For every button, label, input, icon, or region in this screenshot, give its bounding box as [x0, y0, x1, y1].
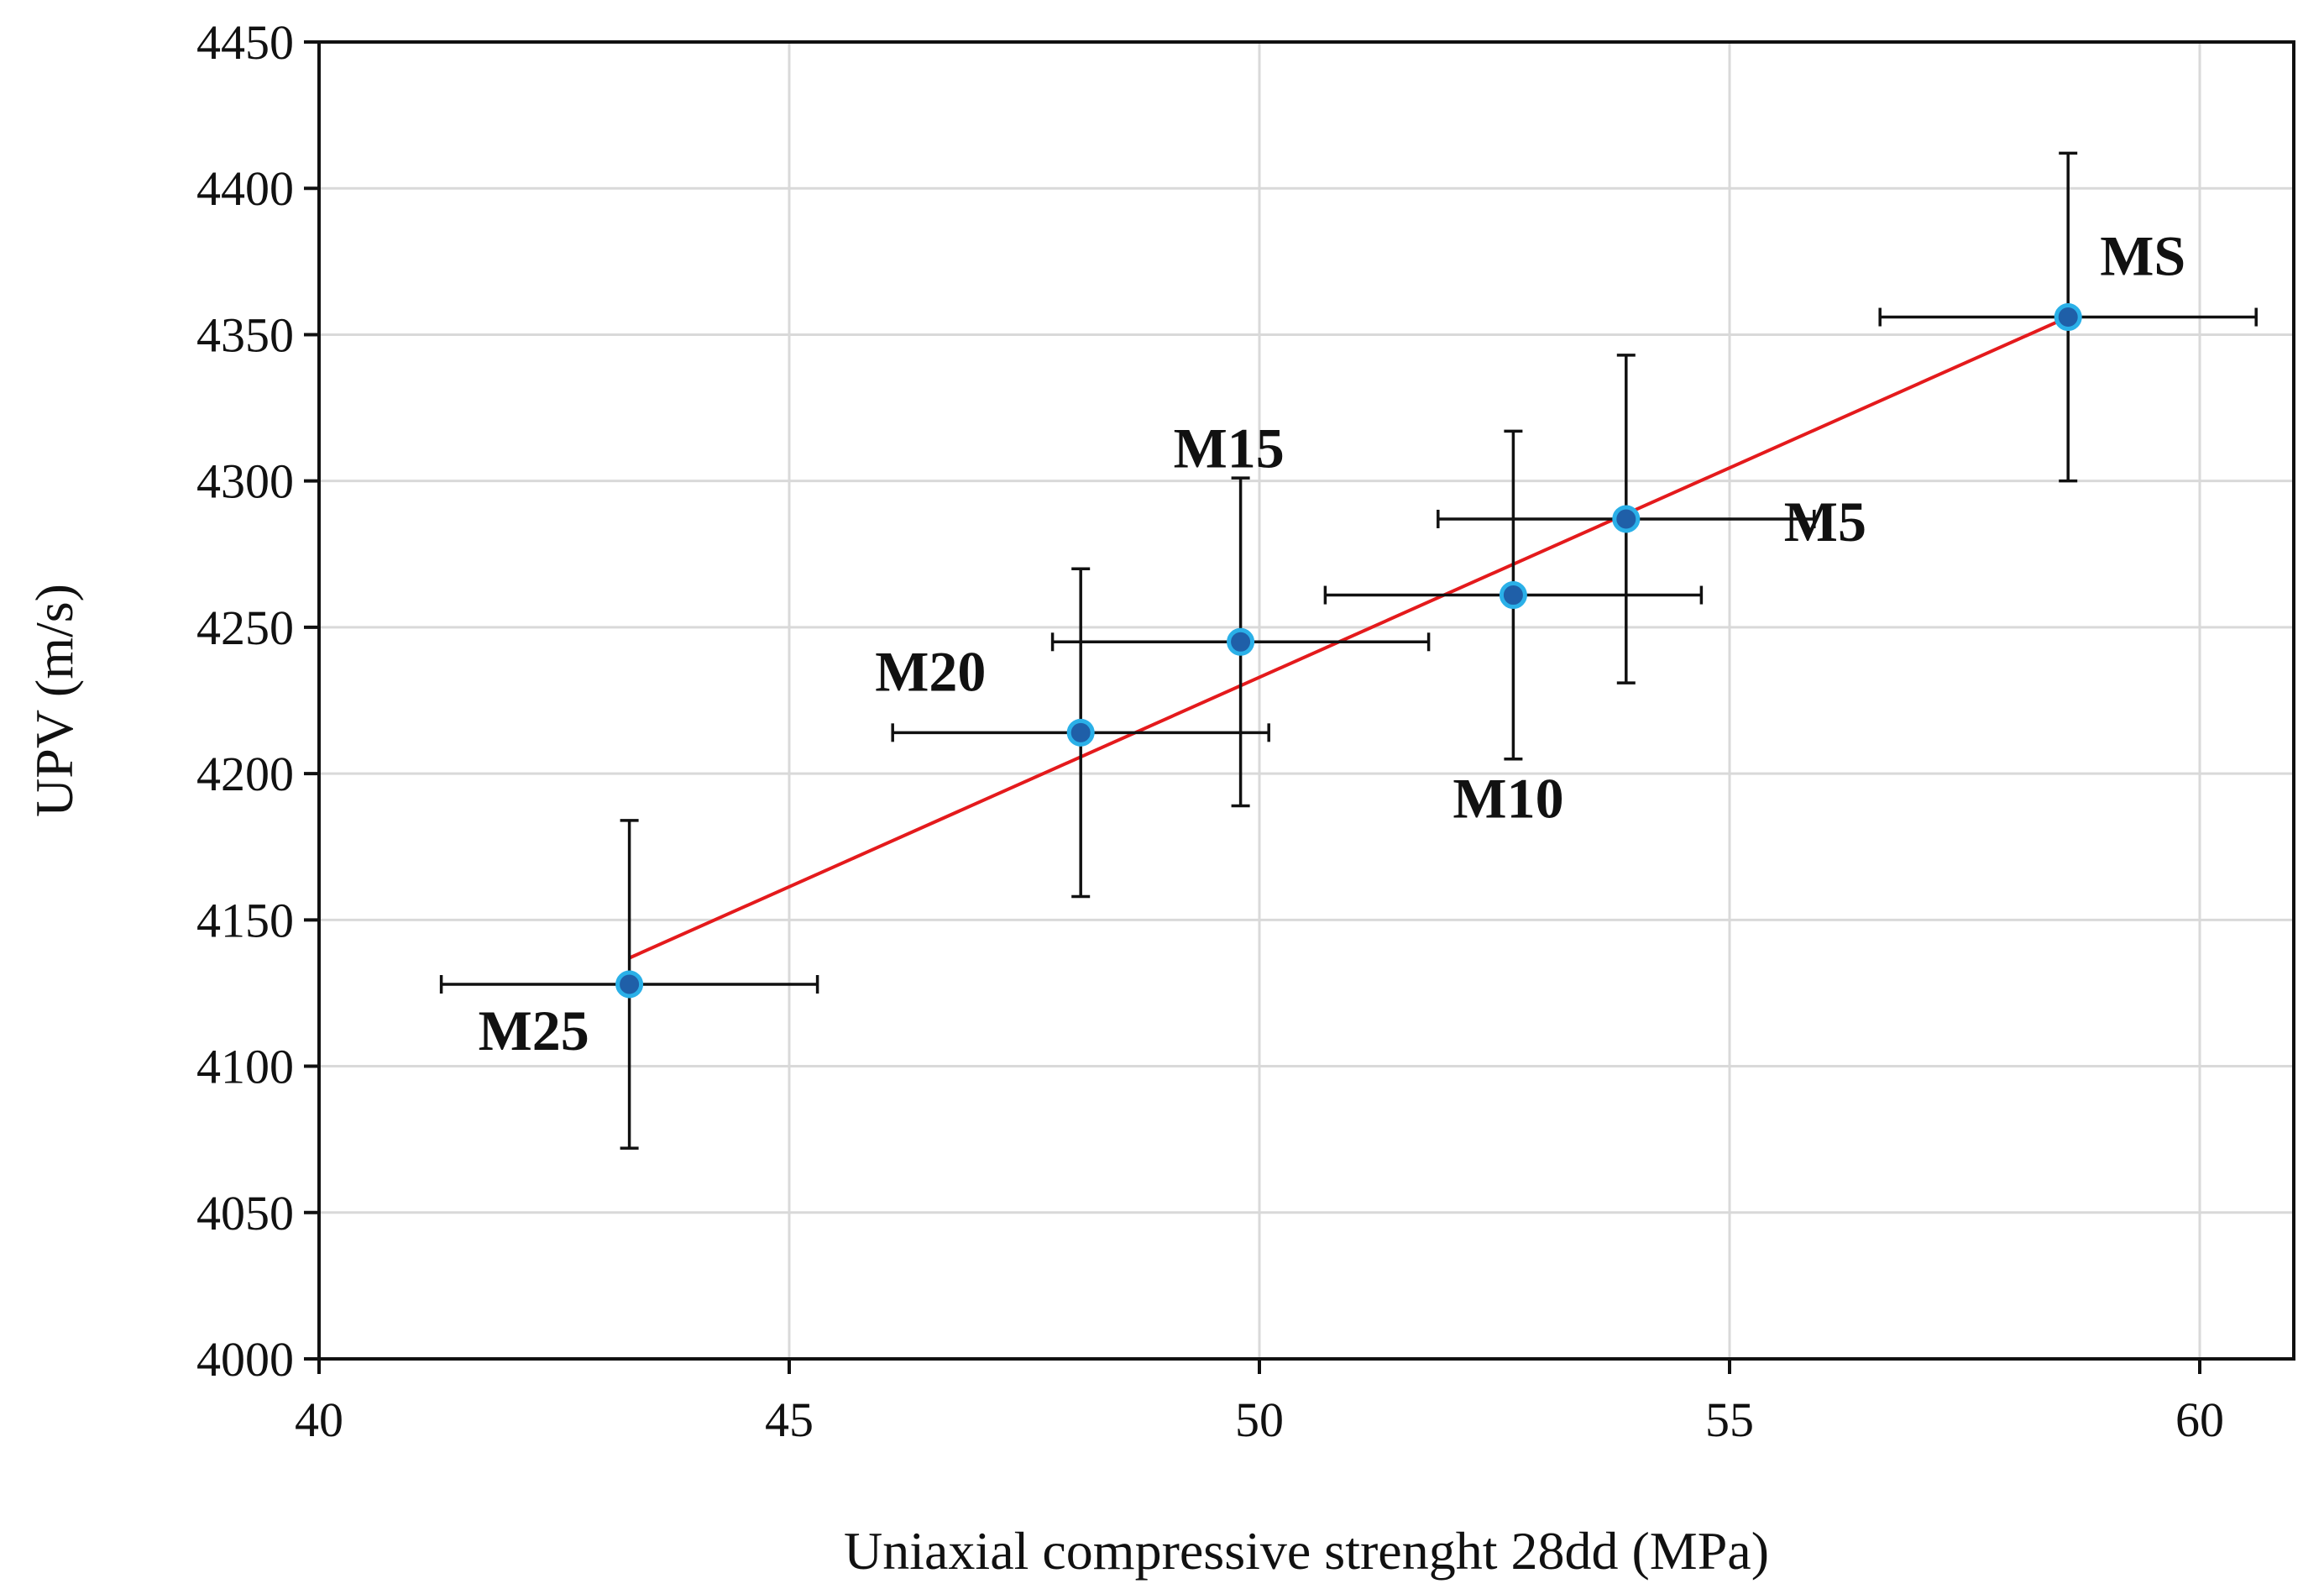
point-label-m20: M20 [875, 639, 986, 703]
y-axis-title: UPV (m/s) [24, 584, 84, 817]
data-points [615, 303, 2082, 999]
trendline-group [628, 315, 2070, 960]
x-tick-label: 45 [765, 1392, 814, 1447]
data-point-m10 [1499, 581, 1527, 610]
y-tick-label: 4100 [196, 1040, 294, 1094]
data-point-m20 [1066, 718, 1095, 747]
tick-labels: 4000405041004150420042504300435044004450… [196, 15, 2224, 1447]
x-tick-label: 40 [295, 1392, 343, 1447]
data-point-m25 [615, 970, 644, 999]
x-tick-label: 55 [1705, 1392, 1754, 1447]
error-bars [439, 151, 2258, 1150]
point-labels: M25 M20 M15 M10 M5 MS [479, 224, 2186, 1062]
y-tick-label: 4450 [196, 15, 294, 70]
point-label-m15: M15 [1174, 416, 1285, 480]
grid-lines [319, 40, 2294, 1359]
x-tick-label: 50 [1235, 1392, 1284, 1447]
y-tick-label: 4300 [196, 454, 294, 509]
y-tick-label: 4050 [196, 1186, 294, 1240]
y-tick-label: 4200 [196, 747, 294, 801]
point-label-m10: M10 [1452, 767, 1563, 831]
trendline [628, 315, 2070, 960]
y-tick-label: 4350 [196, 307, 294, 362]
y-tick-label: 4250 [196, 600, 294, 655]
axes [304, 40, 2295, 1374]
point-label-m5: M5 [1784, 490, 1866, 553]
data-point-m5 [1612, 505, 1641, 533]
point-label-ms: MS [2100, 224, 2185, 288]
y-tick-label: 4000 [196, 1332, 294, 1387]
point-label-m25: M25 [479, 999, 589, 1062]
data-point-m15 [1227, 627, 1255, 656]
x-tick-label: 60 [2175, 1392, 2224, 1447]
x-axis-title: Uniaxial compressive strenght 28dd (MPa) [844, 1521, 1769, 1581]
y-tick-label: 4400 [196, 161, 294, 216]
plot-frame [317, 40, 2295, 1361]
data-point-ms [2054, 303, 2082, 332]
y-tick-label: 4150 [196, 893, 294, 947]
